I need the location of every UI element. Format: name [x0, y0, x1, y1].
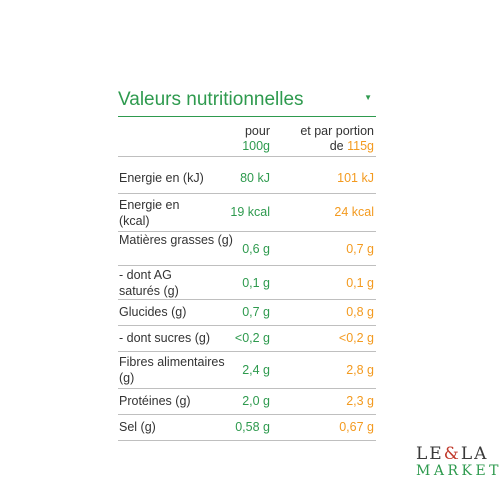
- column-header-per-portion: et par portion de 115g: [300, 124, 374, 153]
- caret-down-icon[interactable]: ▼: [364, 93, 372, 102]
- table-column-headers: pour 100g et par portion de 115g: [118, 124, 376, 157]
- row-label: Energie en (kJ): [119, 171, 204, 185]
- value-per-100g: 0,58 g: [235, 420, 270, 434]
- row-label: Sel (g): [119, 420, 156, 434]
- nutrition-table: Energie en (kJ) 80 kJ 101 kJ Energie en …: [118, 168, 376, 441]
- row-label: - dont sucres (g): [119, 331, 211, 345]
- table-row: Glucides (g) 0,7 g 0,8 g: [118, 300, 376, 326]
- value-per-100g: 0,7 g: [242, 305, 270, 319]
- table-row: Matières grasses (g) 0,6 g 0,7 g: [118, 232, 376, 266]
- table-row: Energie en (kcal) 19 kcal 24 kcal: [118, 194, 376, 232]
- logo-wordmark-top: LE&LA: [416, 444, 489, 464]
- value-per-100g: 2,4 g: [242, 363, 270, 377]
- row-label: Glucides (g): [119, 305, 187, 319]
- table-row: Sel (g) 0,58 g 0,67 g: [118, 415, 376, 441]
- value-per-portion: 101 kJ: [337, 171, 374, 185]
- row-label: Protéines (g): [119, 394, 191, 408]
- value-per-100g: 2,0 g: [242, 394, 270, 408]
- value-per-100g: 0,6 g: [242, 242, 270, 256]
- value-per-portion: <0,2 g: [338, 331, 374, 345]
- table-row: - dont AG saturés (g) 0,1 g 0,1 g: [118, 266, 376, 300]
- table-row: Energie en (kJ) 80 kJ 101 kJ: [118, 168, 376, 194]
- column-header-per-100g: pour 100g: [242, 124, 270, 153]
- value-per-portion: 0,7 g: [346, 242, 374, 256]
- brand-logo[interactable]: LE&LA MARKET: [416, 444, 500, 479]
- nutrition-panel: Valeurs nutritionnelles ▼ pour 100g et p…: [118, 88, 376, 441]
- value-per-100g: 0,1 g: [242, 276, 270, 290]
- logo-wordmark-bottom: MARKET: [416, 463, 500, 479]
- row-label: Matières grasses (g): [119, 233, 233, 247]
- value-per-portion: 2,3 g: [346, 394, 374, 408]
- value-per-portion: 0,67 g: [339, 420, 374, 434]
- value-per-100g: 19 kcal: [230, 205, 270, 219]
- row-label: Energie en (kcal): [119, 198, 180, 228]
- value-per-portion: 0,8 g: [346, 305, 374, 319]
- table-row: Fibres alimentaires (g) 2,4 g 2,8 g: [118, 352, 376, 389]
- value-per-portion: 0,1 g: [346, 276, 374, 290]
- accordion-header[interactable]: Valeurs nutritionnelles ▼: [118, 88, 376, 117]
- value-per-portion: 24 kcal: [334, 205, 374, 219]
- value-per-portion: 2,8 g: [346, 363, 374, 377]
- value-per-100g: <0,2 g: [234, 331, 270, 345]
- value-per-100g: 80 kJ: [240, 171, 270, 185]
- row-label: Fibres alimentaires (g): [119, 355, 225, 385]
- table-row: Protéines (g) 2,0 g 2,3 g: [118, 389, 376, 415]
- row-label: - dont AG saturés (g): [119, 268, 179, 298]
- panel-title[interactable]: Valeurs nutritionnelles: [118, 89, 304, 110]
- table-row: - dont sucres (g) <0,2 g <0,2 g: [118, 326, 376, 352]
